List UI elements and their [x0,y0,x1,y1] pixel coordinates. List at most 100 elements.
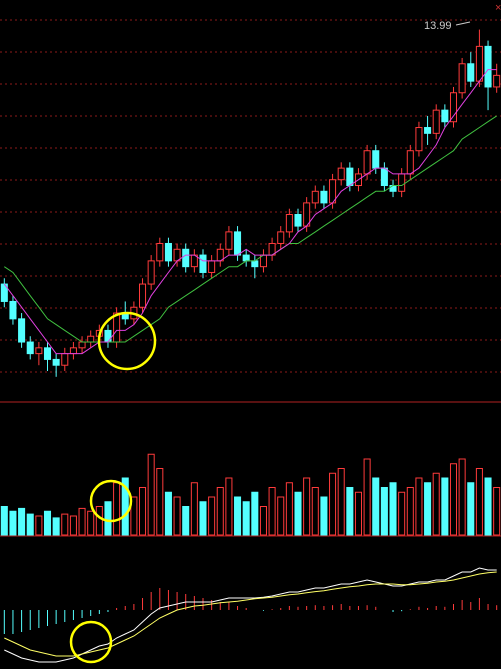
volume-bar [52,517,60,536]
candle-body [113,312,121,343]
candle-body [182,248,190,268]
volume-bar [354,491,362,536]
candle-body [294,213,302,227]
volume-bar [311,487,319,536]
volume-bar [285,482,293,536]
candle-body [380,167,388,187]
volume-bar [372,477,380,536]
candle-body [139,283,147,308]
candle-body [78,341,86,349]
candle-body [242,254,250,262]
volume-bar [398,491,406,536]
volume-bar [95,506,103,536]
volume-bar [147,453,155,536]
candle-body [9,300,17,320]
candle-body [493,74,501,88]
grid [0,19,501,373]
candle-body [69,347,77,355]
volume-bar [130,496,138,536]
candle-body [337,167,345,181]
volume-bar [406,487,414,536]
volume-bar [199,501,207,536]
candle-body [35,347,43,355]
volume-bar [182,506,190,536]
volume-bar [415,477,423,536]
candle-body [199,254,207,273]
volume-bar [493,487,501,536]
candle-body [277,231,285,244]
indicator-line [3,69,497,355]
close-icon[interactable]: × [495,2,501,14]
volume-bar [26,513,34,536]
candle-body [320,190,328,204]
volume-bar [78,507,86,536]
candle-body [311,190,319,204]
volume-bar [268,487,276,536]
annotation-arrow [455,21,471,26]
candle-body [0,283,8,302]
candle-body [475,45,483,82]
indicator-line [4,571,497,657]
candle-body [415,127,423,152]
candle-body [18,318,26,343]
annotation: 13.99 [424,20,452,32]
indicator-line [4,567,497,663]
volume-bar [484,477,492,536]
volume-bar [121,477,129,536]
highlight-circle [69,620,113,664]
candle-body [372,150,380,169]
candle-body [363,150,371,175]
volume-bar [294,491,302,536]
candle-body [398,173,406,192]
volume-bar [346,487,354,536]
candle-body [484,45,492,88]
volume-bar [251,491,259,536]
highlight-circle [89,479,133,523]
volume-bar [104,501,112,536]
volume-bar [363,458,371,536]
volume-bar [0,506,8,536]
volume-bar [113,482,121,536]
candle-body [43,347,52,360]
candle-body [406,150,414,175]
indicator-line [4,115,497,343]
volume-bar [432,472,440,536]
plot [0,29,501,663]
volume-bar [35,515,43,536]
candle-body [441,109,449,123]
volume-bar [190,482,198,536]
volume-bar [329,472,337,536]
volume-bar [208,496,216,536]
volume-bar [320,496,328,536]
candle-body [147,260,155,285]
volume-bar [69,515,77,536]
volume-bar [164,491,172,536]
volume-bar [467,482,475,536]
volume-bar [9,510,17,536]
candle-body [87,335,95,343]
volume-bar [156,468,164,536]
volume-bar [458,458,466,536]
candle-body [164,242,172,262]
volume-bar [216,487,224,536]
candle-body [449,92,458,123]
volume-bar [277,496,285,536]
volume-bar [337,468,345,536]
candle-body [26,341,34,355]
candle-body [432,109,440,134]
volume-bar [242,501,250,536]
volume-bar [234,496,242,536]
volume-bar [389,482,397,536]
volume-bar [18,507,26,536]
candle-body [458,63,466,94]
candle-body [156,242,164,262]
volume-bar [225,477,233,536]
candle-body [346,167,354,187]
volume-bar [380,487,388,536]
candle-body [285,213,293,233]
candle-body [225,231,233,250]
candle-body [52,358,60,366]
candle-body [61,353,69,366]
volume-bar [173,496,181,536]
